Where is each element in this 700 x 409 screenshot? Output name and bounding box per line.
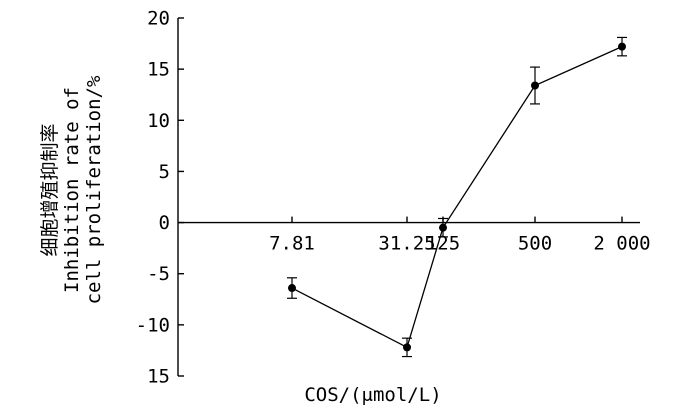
error-bars — [287, 36, 627, 358]
y-tick-label: 20 — [147, 8, 170, 30]
y-ticks: 20 15 10 5 0 -5 -10 15 — [136, 8, 184, 388]
y-axis-title: 细胞增殖抑制率 Inhibition rate of cell prolifer… — [39, 75, 105, 304]
y-axis-title-line-3: cell proliferation/% — [83, 75, 105, 304]
x-tick-label: 125 — [426, 233, 460, 255]
series-line — [291, 46, 623, 349]
data-point — [618, 42, 626, 51]
data-points — [288, 42, 626, 352]
y-tick-label: 15 — [147, 366, 170, 388]
x-tick-label: 500 — [518, 233, 552, 255]
y-tick-label: 0 — [159, 212, 170, 234]
data-point — [439, 223, 447, 232]
y-tick-label: -10 — [136, 314, 170, 336]
x-tick-label: 2 000 — [593, 233, 650, 255]
y-tick-label: 15 — [147, 59, 170, 81]
data-point — [531, 81, 539, 90]
y-tick-label: 10 — [147, 110, 170, 132]
y-tick-label: -5 — [147, 263, 170, 285]
data-point — [403, 343, 411, 352]
series — [291, 46, 623, 349]
x-tick-label: 31.25 — [378, 233, 435, 255]
x-tick-label: 7.81 — [269, 233, 315, 255]
y-tick-label: 5 — [159, 161, 170, 183]
y-axis-title-line-2: Inhibition rate of — [61, 87, 83, 293]
x-axis-title: COS/(μmol/L) — [304, 384, 441, 406]
y-axis-title-line-1: 细胞增殖抑制率 — [39, 123, 61, 256]
data-point — [288, 284, 296, 293]
